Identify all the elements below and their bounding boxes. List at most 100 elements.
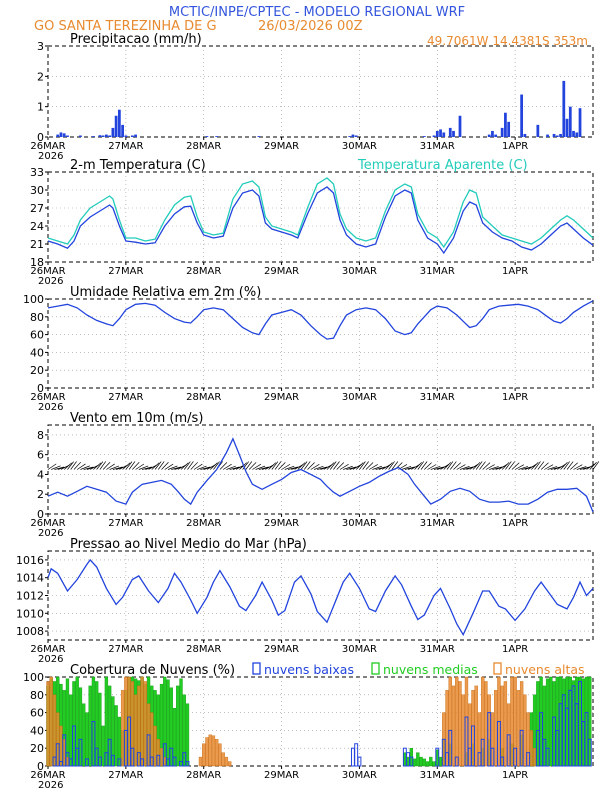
cloud-bar-baixas — [454, 756, 459, 767]
humidity-ytick-label: 60 — [30, 329, 44, 342]
wind-barb — [329, 461, 337, 470]
pressure-xtick-label: 28MAR — [186, 644, 221, 655]
wind-barb — [313, 465, 324, 470]
wind-barb — [303, 461, 311, 470]
clouds-panel: 0 20 40 60 80 100 26MAR 27MAR 28MAR 29MAR 30MAR 31M… — [23, 662, 594, 791]
humidity-xtick-label: 29MAR — [264, 392, 299, 403]
pressure-xtick-label: 1APR — [502, 644, 528, 655]
wind-barb — [187, 461, 194, 470]
temp-xtick-label: 31MAR — [420, 266, 455, 277]
wind-series-line-0 — [47, 437, 594, 513]
wind-barb — [128, 461, 136, 470]
wind-barb — [268, 462, 277, 470]
temp-legend: Temperatura Aparente (C) — [357, 158, 528, 173]
cloud-bar-baixas — [350, 747, 355, 767]
cloud-bar-baixas — [487, 712, 492, 767]
wind-barb — [368, 464, 378, 470]
cloud-bar-medias — [69, 694, 73, 767]
wind-xtick-label: 30MAR — [342, 518, 377, 529]
cloud-bar-altas — [208, 734, 212, 767]
cloud-bar-baixas — [500, 756, 505, 767]
precip-bar — [504, 112, 507, 137]
clouds-xtick-label: 1APR — [502, 770, 528, 781]
pressure-panel: 1008 1010 1012 1014 1016 26MAR 27MAR 28MAR 29MAR… — [16, 537, 594, 665]
wind-barb — [77, 463, 86, 470]
wind-barb — [300, 461, 308, 470]
humidity-xtick-label: 30MAR — [342, 392, 377, 403]
wind-barb — [544, 464, 554, 470]
wind-barb — [278, 462, 286, 470]
pressure-ytick-label: 1012 — [16, 590, 44, 603]
temp-xtick-label: 28MAR — [186, 266, 221, 277]
temp-xtick-label: 27MAR — [108, 266, 143, 277]
wind-barb — [154, 461, 162, 470]
wind-barb — [109, 465, 120, 470]
cloud-bar-altas — [153, 725, 157, 767]
wind-barb — [281, 463, 291, 470]
cloud-bar-altas — [215, 739, 219, 767]
cloud-bar-altas — [451, 685, 456, 767]
wind-xtick-label: 31MAR — [420, 518, 455, 529]
wind-xtick-label: 28MAR — [186, 518, 221, 529]
precip-ytick-label: 2 — [37, 70, 44, 83]
precip-bar — [257, 136, 261, 137]
precip-bar — [62, 133, 66, 137]
cloud-bar-altas — [211, 735, 216, 767]
pressure-xtick-label: 31MAR — [420, 644, 455, 655]
temp-ytick-label: 27 — [30, 202, 44, 215]
wind-barb — [193, 463, 203, 470]
precip-bar — [494, 134, 498, 137]
precip-bar — [92, 136, 95, 137]
precip-bar — [432, 135, 436, 137]
wind-title: Vento em 10m (m/s) — [70, 411, 203, 426]
wind-barb — [537, 461, 545, 470]
precip-bar — [552, 133, 556, 137]
pressure-ytick-label: 1010 — [16, 607, 44, 620]
pressure-ytick-label: 1008 — [16, 625, 44, 638]
wind-barb — [167, 465, 178, 470]
cloud-bar-altas — [133, 694, 138, 767]
precip-bar — [66, 135, 69, 137]
wind-barb — [534, 461, 541, 470]
header-title: MCTIC/INPE/CPTEC - MODELO REGIONAL WRF — [169, 5, 465, 20]
cloud-bar-baixas — [496, 721, 501, 767]
clouds-ytick-label: 40 — [30, 724, 44, 737]
cloud-bar-baixas — [156, 754, 161, 767]
cloud-bar-altas — [49, 676, 53, 767]
cloud-bar-altas — [532, 748, 537, 767]
cloud-bar-baixas — [182, 752, 187, 767]
cloud-bar-medias — [549, 676, 553, 767]
wind-barb — [158, 461, 165, 470]
precip-panel: 0 1 2 3 26MAR 27MAR 28MAR 29MAR 30MAR 31MAR 1APR 20… — [30, 32, 594, 162]
humidity-ytick-label: 100 — [23, 293, 44, 306]
wind-barb — [469, 463, 479, 470]
wind-barb — [485, 464, 495, 470]
humidity-xtick-label: 26MAR — [30, 392, 65, 403]
cloud-bar-baixas — [490, 747, 495, 767]
wind-xtick-label: 27MAR — [108, 518, 143, 529]
humidity-title: Umidade Relativa em 2m (%) — [70, 285, 261, 300]
wind-barb — [443, 462, 452, 470]
cloud-bar-medias — [185, 703, 190, 767]
humidity-ytick-label: 80 — [30, 311, 44, 324]
clouds-legend: nuvens baixas nuvens medias nuvens altas — [252, 662, 585, 677]
clouds-xtick-label: 28MAR — [186, 770, 221, 781]
wind-barb — [531, 462, 539, 470]
cloud-bar-baixas — [162, 743, 167, 767]
cloud-bar-medias — [416, 752, 420, 767]
wind-barb — [141, 466, 152, 470]
cloud-bar-baixas — [587, 738, 592, 767]
wind-barb — [164, 463, 174, 470]
wind-barb — [514, 464, 525, 470]
wind-barb — [248, 462, 257, 470]
wind-barb — [459, 466, 470, 470]
precip-bar — [458, 115, 462, 137]
wind-barb — [440, 463, 450, 470]
wind-barb — [51, 465, 61, 470]
precip-title: Precipitacao (mm/h) — [70, 32, 202, 47]
wind-barb — [391, 461, 399, 470]
wind-barb — [54, 466, 65, 470]
wind-barb — [47, 463, 57, 470]
precip-bar — [114, 115, 118, 137]
